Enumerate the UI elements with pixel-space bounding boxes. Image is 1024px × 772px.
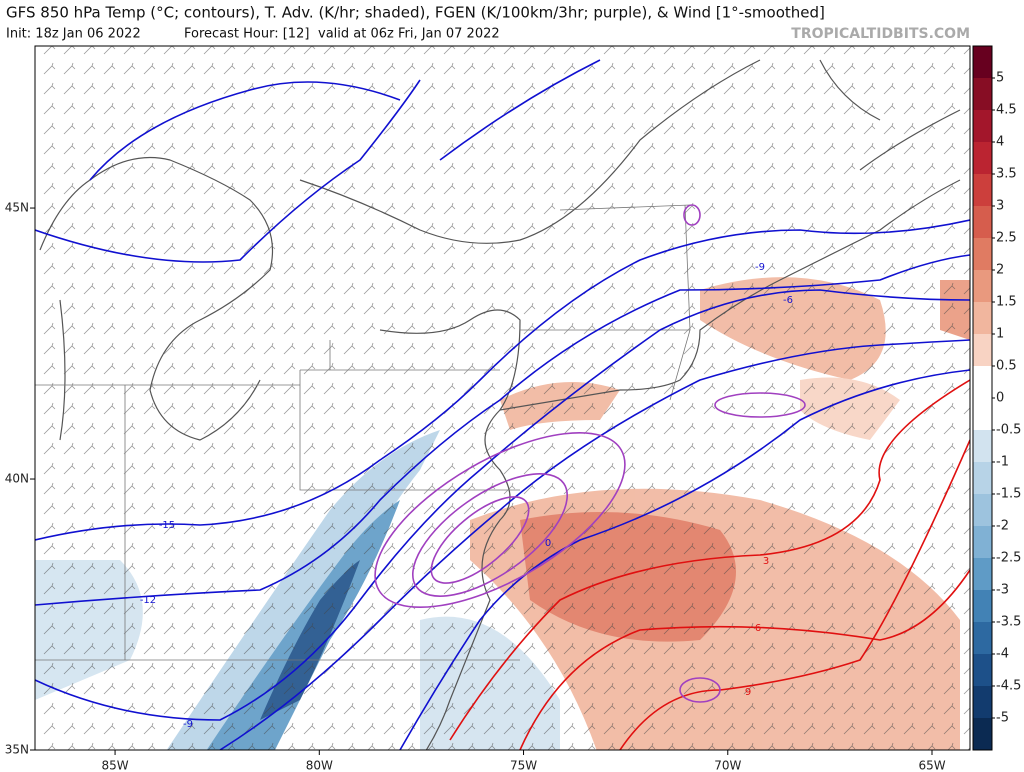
colorbar-segment [973, 238, 992, 271]
borders [35, 204, 691, 661]
colorbar-segment [973, 494, 992, 527]
contour-label: 0 [545, 538, 551, 549]
colorbar-segment [973, 462, 992, 495]
temperature-contours [35, 59, 970, 750]
colorbar-segment [973, 366, 992, 399]
colorbar-tick-label: -4 [996, 647, 1009, 662]
colorbar-segment [973, 654, 992, 687]
colorbar-tick-label: 3.5 [996, 167, 1017, 182]
colorbar-segment [973, 142, 992, 175]
colorbar-tick-label: 4.5 [996, 103, 1017, 118]
contour-label: -15 [159, 520, 175, 531]
x-tick-label: 85W [101, 759, 128, 772]
colorbar-tick-label: -2 [996, 519, 1009, 534]
colorbar-segment [973, 526, 992, 559]
colorbar-segment [973, 622, 992, 655]
colorbar-segment [973, 430, 992, 463]
colorbar-tick-label: 5 [996, 71, 1004, 86]
valid-time: valid at 06z Fri, Jan 07 2022 [318, 27, 500, 42]
colorbar-tick-label: -4.5 [996, 679, 1021, 694]
contour-label: 3 [763, 556, 769, 567]
colorbar-segment [973, 46, 992, 79]
coastlines [39, 59, 961, 750]
colorbar-tick-label: -3 [996, 583, 1009, 598]
colorbar-segment [973, 590, 992, 623]
x-tick-label: 80W [306, 759, 333, 772]
colorbar-tick-label: -3.5 [996, 615, 1021, 630]
contour-label: -12 [140, 595, 156, 606]
colorbar-segment [973, 686, 992, 719]
colorbar-tick-label: 2 [996, 263, 1004, 278]
y-tick-label: 35N [5, 743, 29, 757]
colorbar: 5 4.5 4 3.5 3 2.5 2 1.5 1 0.5 0 -0.5 -1 -1.5 -2 -2.5 -3 -… [972, 45, 1021, 751]
forecast-hour: Forecast Hour: [12] [184, 27, 309, 42]
colorbar-tick-label: -0.5 [996, 423, 1021, 438]
colorbar-tick-label: 2.5 [996, 231, 1017, 246]
watermark: TROPICALTIDBITS.COM [791, 26, 970, 42]
colorbar-tick-label: 4 [996, 135, 1004, 150]
colorbar-tick-label: -1.5 [996, 487, 1021, 502]
colorbar-segment [973, 718, 992, 751]
colorbar-tick-label: -1 [996, 455, 1009, 470]
colorbar-tick-label: 1.5 [996, 295, 1017, 310]
colorbar-segment [973, 558, 992, 591]
colorbar-segment [973, 334, 992, 367]
frontogenesis-contours [374, 204, 806, 703]
colorbar-segment [973, 174, 992, 207]
colorbar-segment [973, 398, 992, 431]
init-time: Init: 18z Jan 06 2022 [6, 27, 141, 42]
colorbar-tick-label: 1 [996, 327, 1004, 342]
contour-label: -9 [755, 262, 765, 273]
colorbar-tick-label: -5 [996, 711, 1009, 726]
map-frame [34, 45, 971, 751]
contour-label: 6 [755, 623, 761, 634]
x-tick-label: 70W [714, 759, 741, 772]
colorbar-tick-label: -2.5 [996, 551, 1021, 566]
map-area [35, 46, 970, 750]
colorbar-tick-label: 3 [996, 199, 1004, 214]
contour-label: 9 [745, 687, 751, 698]
title: GFS 850 hPa Temp (°C; contours), T. Adv.… [6, 4, 825, 22]
colorbar-tick-label: 0.5 [996, 359, 1017, 374]
y-tick-label: 45N [5, 201, 29, 215]
colorbar-segment [973, 110, 992, 143]
contour-label: -9 [183, 719, 193, 730]
colorbar-segment [973, 206, 992, 239]
colorbar-tick-label: 0 [996, 391, 1004, 406]
colorbar-segment [973, 270, 992, 303]
x-tick-label: 75W [510, 759, 537, 772]
contour-label: -6 [783, 295, 793, 306]
colorbar-segment [973, 302, 992, 335]
x-tick-label: 65W [918, 759, 945, 772]
y-tick-label: 40N [5, 472, 29, 486]
colorbar-segment [973, 78, 992, 111]
